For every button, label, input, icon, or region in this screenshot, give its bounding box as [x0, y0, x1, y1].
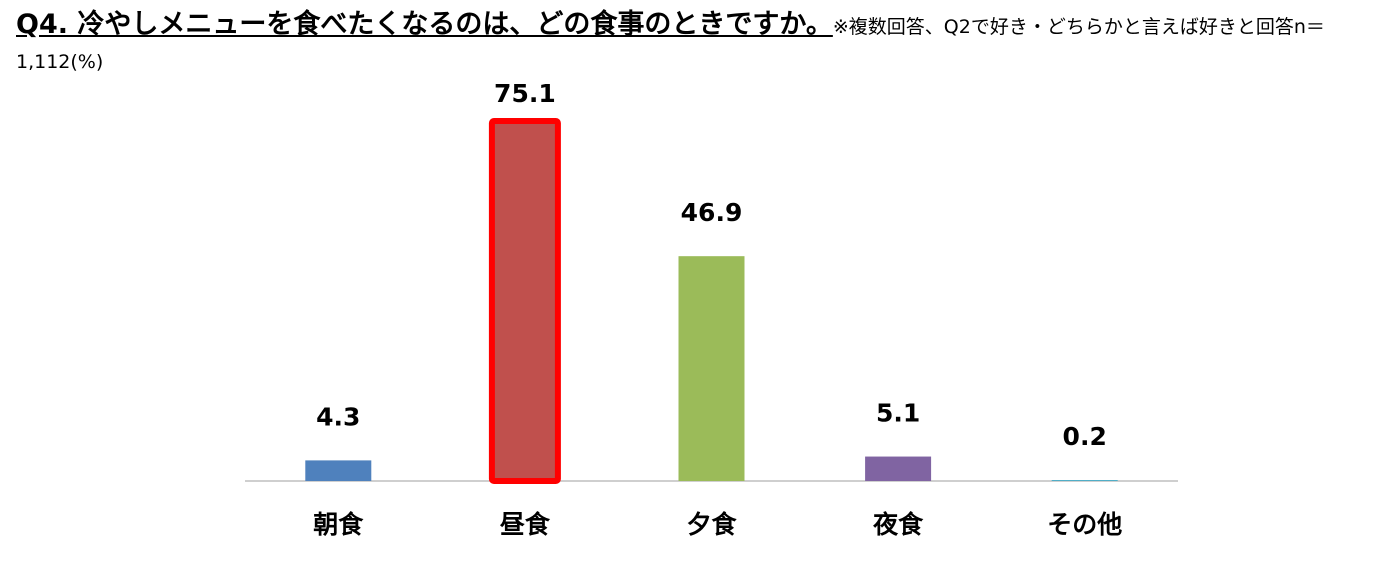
bar: [678, 256, 745, 481]
x-tick-label: その他: [1047, 510, 1122, 539]
x-tick-label: 夕食: [686, 510, 737, 539]
x-tick-label: 夜食: [872, 510, 924, 539]
bar: [865, 456, 932, 481]
bar: [305, 460, 372, 481]
value-label: 5.1: [876, 399, 920, 428]
header: Q4. 冷やしメニューを食べたくなるのは、どの食事のときですか。※複数回答、Q2…: [16, 8, 1391, 80]
bar: [488, 118, 561, 484]
value-label: 0.2: [1063, 422, 1107, 451]
value-label: 75.1: [494, 79, 556, 108]
x-tick-label: 朝食: [313, 510, 364, 539]
value-label: 4.3: [316, 402, 360, 431]
chart-note: ※複数回答、Q2で好き・どちらかと言えば好きと回答n＝1,112(%): [16, 16, 1325, 73]
x-tick-label: 昼食: [500, 510, 551, 539]
bar: [1051, 480, 1118, 481]
chart-title: Q4. 冷やしメニューを食べたくなるのは、どの食事のときですか。: [16, 9, 833, 40]
value-label: 46.9: [681, 198, 743, 227]
